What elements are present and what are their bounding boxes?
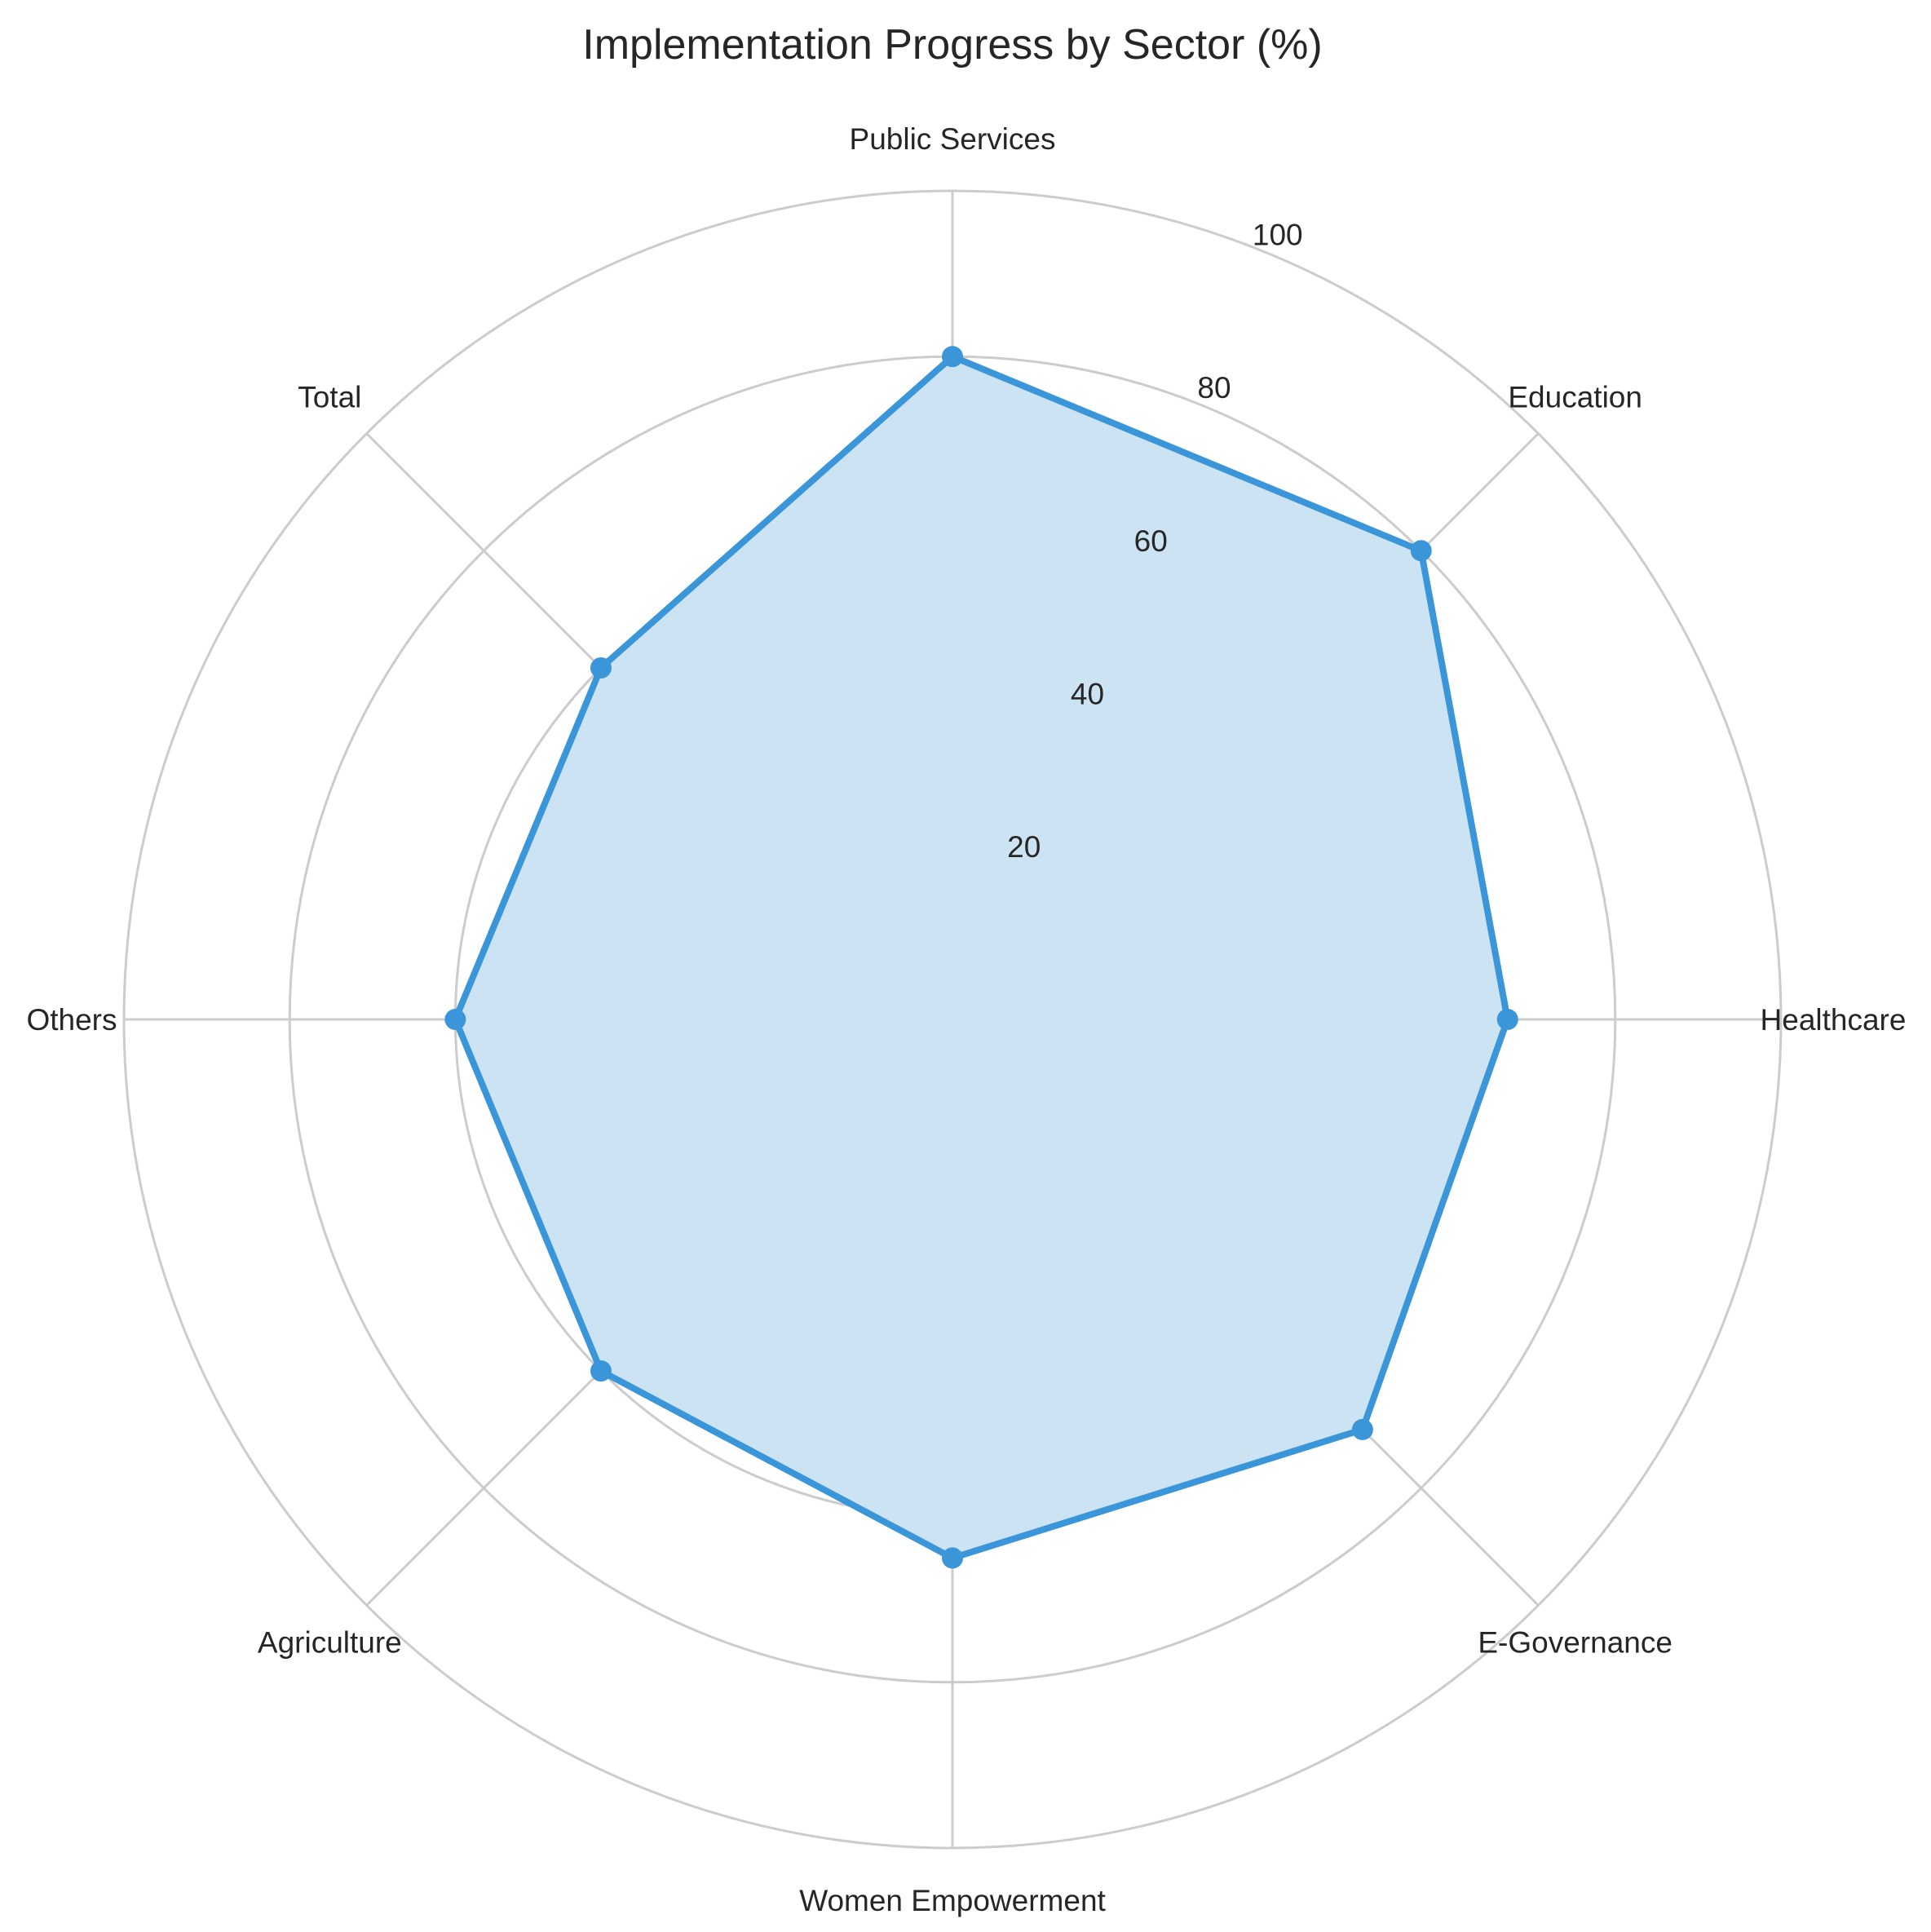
category-label: Education: [1508, 380, 1642, 413]
data-point-others: [444, 1009, 466, 1030]
series-layer: [444, 346, 1518, 1569]
r-tick-label: 20: [1007, 830, 1041, 864]
category-label: Healthcare: [1761, 1003, 1907, 1037]
r-tick-label: 60: [1134, 524, 1168, 558]
data-point-healthcare: [1496, 1009, 1518, 1030]
category-labels: Public Services Education Healthcare E-Gove…: [26, 122, 1906, 1917]
radial-tick-labels: 20 40 60 80 100: [1007, 218, 1302, 864]
r-tick-label: 100: [1253, 218, 1303, 251]
series-area: [455, 356, 1508, 1558]
data-point-total: [590, 657, 612, 679]
data-point-public-services: [942, 346, 963, 368]
data-point-education: [1410, 540, 1432, 562]
category-label: Total: [298, 380, 361, 413]
data-point-agriculture: [590, 1360, 612, 1382]
category-label: E-Governance: [1478, 1626, 1673, 1660]
r-tick-label: 40: [1071, 678, 1104, 711]
category-label: Agriculture: [258, 1626, 402, 1660]
r-tick-label: 80: [1197, 371, 1231, 405]
data-point-women-empowerment: [942, 1547, 963, 1569]
data-point-e-governance: [1351, 1418, 1373, 1440]
chart-title: Implementation Progress by Sector (%): [582, 21, 1322, 69]
category-label: Women Empowerment: [799, 1884, 1106, 1917]
category-label: Others: [26, 1003, 117, 1037]
category-label: Public Services: [850, 122, 1056, 156]
